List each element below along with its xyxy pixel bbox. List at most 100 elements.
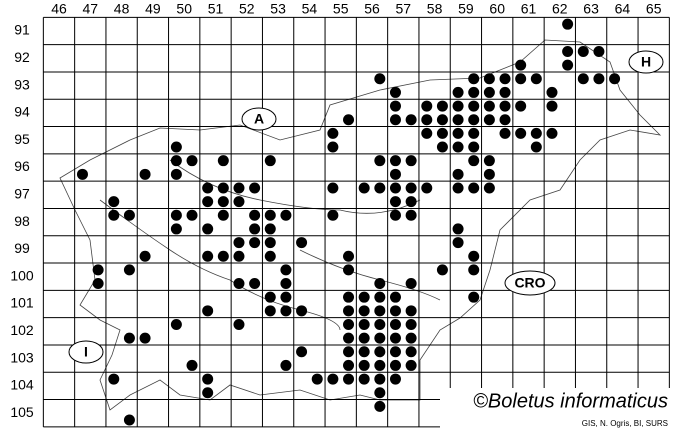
- row-label: 102: [10, 322, 34, 338]
- occurrence-dot: [374, 318, 386, 330]
- occurrence-dot: [296, 305, 308, 317]
- occurrence-dot: [452, 168, 464, 180]
- occurrence-dot: [468, 73, 480, 85]
- occurrence-dot: [233, 196, 245, 208]
- occurrence-dot: [389, 209, 401, 221]
- occurrence-dot: [217, 196, 229, 208]
- occurrence-dot: [405, 114, 417, 126]
- country-label: H: [641, 54, 651, 70]
- occurrence-dot: [233, 278, 245, 290]
- occurrence-dot: [139, 332, 151, 344]
- occurrence-dot: [421, 114, 433, 126]
- occurrence-dot: [374, 373, 386, 385]
- occurrence-dot: [452, 100, 464, 112]
- occurrence-dot: [389, 196, 401, 208]
- occurrence-dot: [108, 373, 120, 385]
- occurrence-dot: [468, 250, 480, 262]
- country-label-cro: CRO: [504, 270, 556, 296]
- occurrence-dot: [389, 332, 401, 344]
- occurrence-dot: [405, 209, 417, 221]
- column-label: 52: [239, 1, 255, 17]
- occurrence-dot: [123, 414, 135, 426]
- occurrence-dot: [343, 264, 355, 276]
- caption-background: [440, 388, 672, 430]
- column-label: 51: [208, 1, 224, 17]
- country-label-i: I: [68, 340, 104, 364]
- occurrence-dot: [343, 114, 355, 126]
- occurrence-dot: [123, 209, 135, 221]
- occurrence-dot: [280, 359, 292, 371]
- occurrence-dot: [468, 264, 480, 276]
- occurrence-dot: [436, 127, 448, 139]
- occurrence-dot: [436, 141, 448, 153]
- occurrence-dot: [562, 18, 574, 30]
- occurrence-dot: [515, 100, 527, 112]
- occurrence-dot: [358, 346, 370, 358]
- occurrence-dot: [139, 168, 151, 180]
- row-label: 96: [14, 158, 30, 174]
- occurrence-dot: [280, 209, 292, 221]
- column-label: 57: [396, 1, 412, 17]
- occurrence-dot: [405, 305, 417, 317]
- occurrence-dot: [217, 250, 229, 262]
- occurrence-dot: [436, 114, 448, 126]
- occurrence-dot: [452, 223, 464, 235]
- column-label: 50: [176, 1, 192, 17]
- occurrence-dot: [374, 359, 386, 371]
- occurrence-dot: [389, 168, 401, 180]
- occurrence-dot: [546, 100, 558, 112]
- occurrence-dot: [358, 305, 370, 317]
- occurrence-dot: [405, 182, 417, 194]
- occurrence-dot: [483, 100, 495, 112]
- occurrence-dot: [452, 127, 464, 139]
- occurrence-dot: [389, 182, 401, 194]
- occurrence-dot: [327, 373, 339, 385]
- occurrence-dot: [468, 291, 480, 303]
- occurrence-dot: [186, 209, 198, 221]
- occurrence-dot: [374, 400, 386, 412]
- occurrence-dot: [389, 359, 401, 371]
- occurrence-dot: [233, 318, 245, 330]
- occurrence-dot: [202, 196, 214, 208]
- occurrence-dot: [327, 127, 339, 139]
- occurrence-dot: [452, 86, 464, 98]
- occurrence-dot: [233, 237, 245, 249]
- occurrence-dot: [170, 155, 182, 167]
- occurrence-dot: [374, 291, 386, 303]
- occurrence-dot: [217, 209, 229, 221]
- country-label: I: [84, 344, 88, 360]
- occurrence-dot: [452, 182, 464, 194]
- occurrence-dot: [530, 127, 542, 139]
- row-label: 101: [10, 295, 34, 311]
- occurrence-dot: [421, 100, 433, 112]
- occurrence-dot: [358, 291, 370, 303]
- occurrence-dot: [374, 155, 386, 167]
- occurrence-dot: [217, 155, 229, 167]
- occurrence-dot: [499, 127, 511, 139]
- occurrence-dot: [233, 250, 245, 262]
- occurrence-dot: [452, 114, 464, 126]
- occurrence-dot: [499, 100, 511, 112]
- column-label: 62: [552, 1, 568, 17]
- occurrence-dot: [389, 100, 401, 112]
- occurrence-dot: [499, 73, 511, 85]
- occurrence-dot: [343, 291, 355, 303]
- occurrence-dot: [139, 250, 151, 262]
- occurrence-dot: [562, 59, 574, 71]
- occurrence-dot: [405, 155, 417, 167]
- row-label: 105: [10, 404, 34, 420]
- country-label: A: [254, 111, 264, 127]
- occurrence-dot: [389, 318, 401, 330]
- occurrence-dot: [374, 73, 386, 85]
- column-label: 64: [615, 1, 631, 17]
- occurrence-dot: [609, 73, 621, 85]
- occurrence-dot: [108, 196, 120, 208]
- occurrence-dot: [405, 278, 417, 290]
- occurrence-dot: [452, 237, 464, 249]
- occurrence-dot: [389, 346, 401, 358]
- occurrence-dot: [123, 264, 135, 276]
- occurrence-dot: [280, 264, 292, 276]
- occurrence-dot: [483, 168, 495, 180]
- occurrence-dot: [562, 45, 574, 57]
